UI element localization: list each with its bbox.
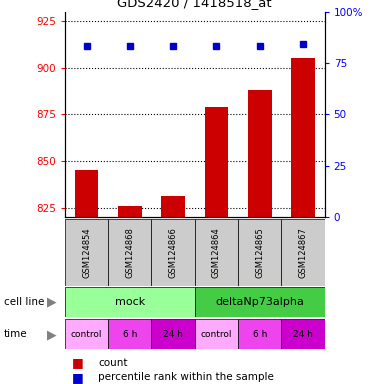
Bar xyxy=(75,170,98,217)
Text: GSM124864: GSM124864 xyxy=(212,227,221,278)
Text: ■: ■ xyxy=(72,356,84,369)
Text: mock: mock xyxy=(115,297,145,307)
Text: GSM124865: GSM124865 xyxy=(255,227,264,278)
Bar xyxy=(151,319,195,349)
Title: GDS2420 / 1418518_at: GDS2420 / 1418518_at xyxy=(118,0,272,9)
Text: 24 h: 24 h xyxy=(163,330,183,339)
Text: GSM124868: GSM124868 xyxy=(125,227,134,278)
Text: ▶: ▶ xyxy=(47,328,57,341)
Bar xyxy=(248,90,272,217)
Text: control: control xyxy=(201,330,232,339)
Text: control: control xyxy=(71,330,102,339)
Bar xyxy=(65,319,108,349)
Bar xyxy=(108,319,151,349)
Bar xyxy=(195,287,325,317)
Text: percentile rank within the sample: percentile rank within the sample xyxy=(98,372,274,382)
Bar xyxy=(65,287,195,317)
Bar xyxy=(281,319,325,349)
Bar xyxy=(161,197,185,217)
Bar xyxy=(204,107,228,217)
Bar xyxy=(65,219,108,286)
Text: GSM124866: GSM124866 xyxy=(169,227,178,278)
Bar xyxy=(238,319,281,349)
Text: cell line: cell line xyxy=(4,297,44,307)
Text: time: time xyxy=(4,329,27,339)
Text: GSM124854: GSM124854 xyxy=(82,227,91,278)
Text: 24 h: 24 h xyxy=(293,330,313,339)
Bar xyxy=(281,219,325,286)
Text: ■: ■ xyxy=(72,371,84,384)
Bar xyxy=(118,206,142,217)
Text: count: count xyxy=(98,358,128,368)
Text: 6 h: 6 h xyxy=(123,330,137,339)
Bar xyxy=(108,219,151,286)
Text: deltaNp73alpha: deltaNp73alpha xyxy=(215,297,304,307)
Text: GSM124867: GSM124867 xyxy=(299,227,308,278)
Text: 6 h: 6 h xyxy=(253,330,267,339)
Bar xyxy=(195,219,238,286)
Bar xyxy=(291,58,315,217)
Bar xyxy=(238,219,281,286)
Bar xyxy=(151,219,195,286)
Text: ▶: ▶ xyxy=(47,295,57,308)
Bar xyxy=(195,319,238,349)
